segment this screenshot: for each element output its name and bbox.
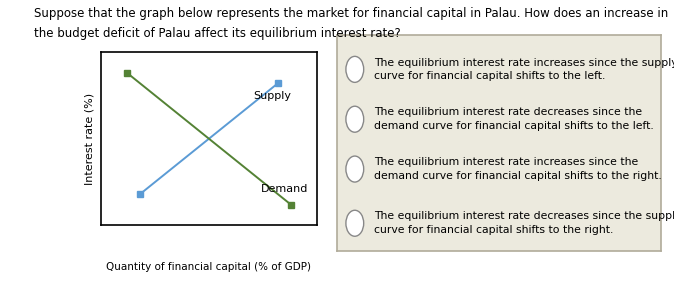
Text: The equilibrium interest rate increases since the
demand curve for financial cap: The equilibrium interest rate increases …: [374, 157, 662, 181]
Y-axis label: Interest rate (%): Interest rate (%): [84, 93, 94, 185]
Ellipse shape: [346, 156, 364, 182]
Text: The equilibrium interest rate increases since the supply
curve for financial cap: The equilibrium interest rate increases …: [374, 58, 674, 81]
Text: Suppose that the graph below represents the market for financial capital in Pala: Suppose that the graph below represents …: [34, 7, 668, 20]
Text: The equilibrium interest rate decreases since the
demand curve for financial cap: The equilibrium interest rate decreases …: [374, 108, 654, 131]
Text: The equilibrium interest rate decreases since the supply
curve for financial cap: The equilibrium interest rate decreases …: [374, 212, 674, 235]
Ellipse shape: [346, 56, 364, 82]
Ellipse shape: [346, 210, 364, 236]
Text: the budget deficit of Palau affect its equilibrium interest rate?: the budget deficit of Palau affect its e…: [34, 27, 400, 40]
Text: Quantity of financial capital (% of GDP): Quantity of financial capital (% of GDP): [106, 262, 311, 272]
Ellipse shape: [346, 106, 364, 132]
Text: Supply: Supply: [253, 90, 291, 101]
Text: Demand: Demand: [261, 184, 308, 194]
